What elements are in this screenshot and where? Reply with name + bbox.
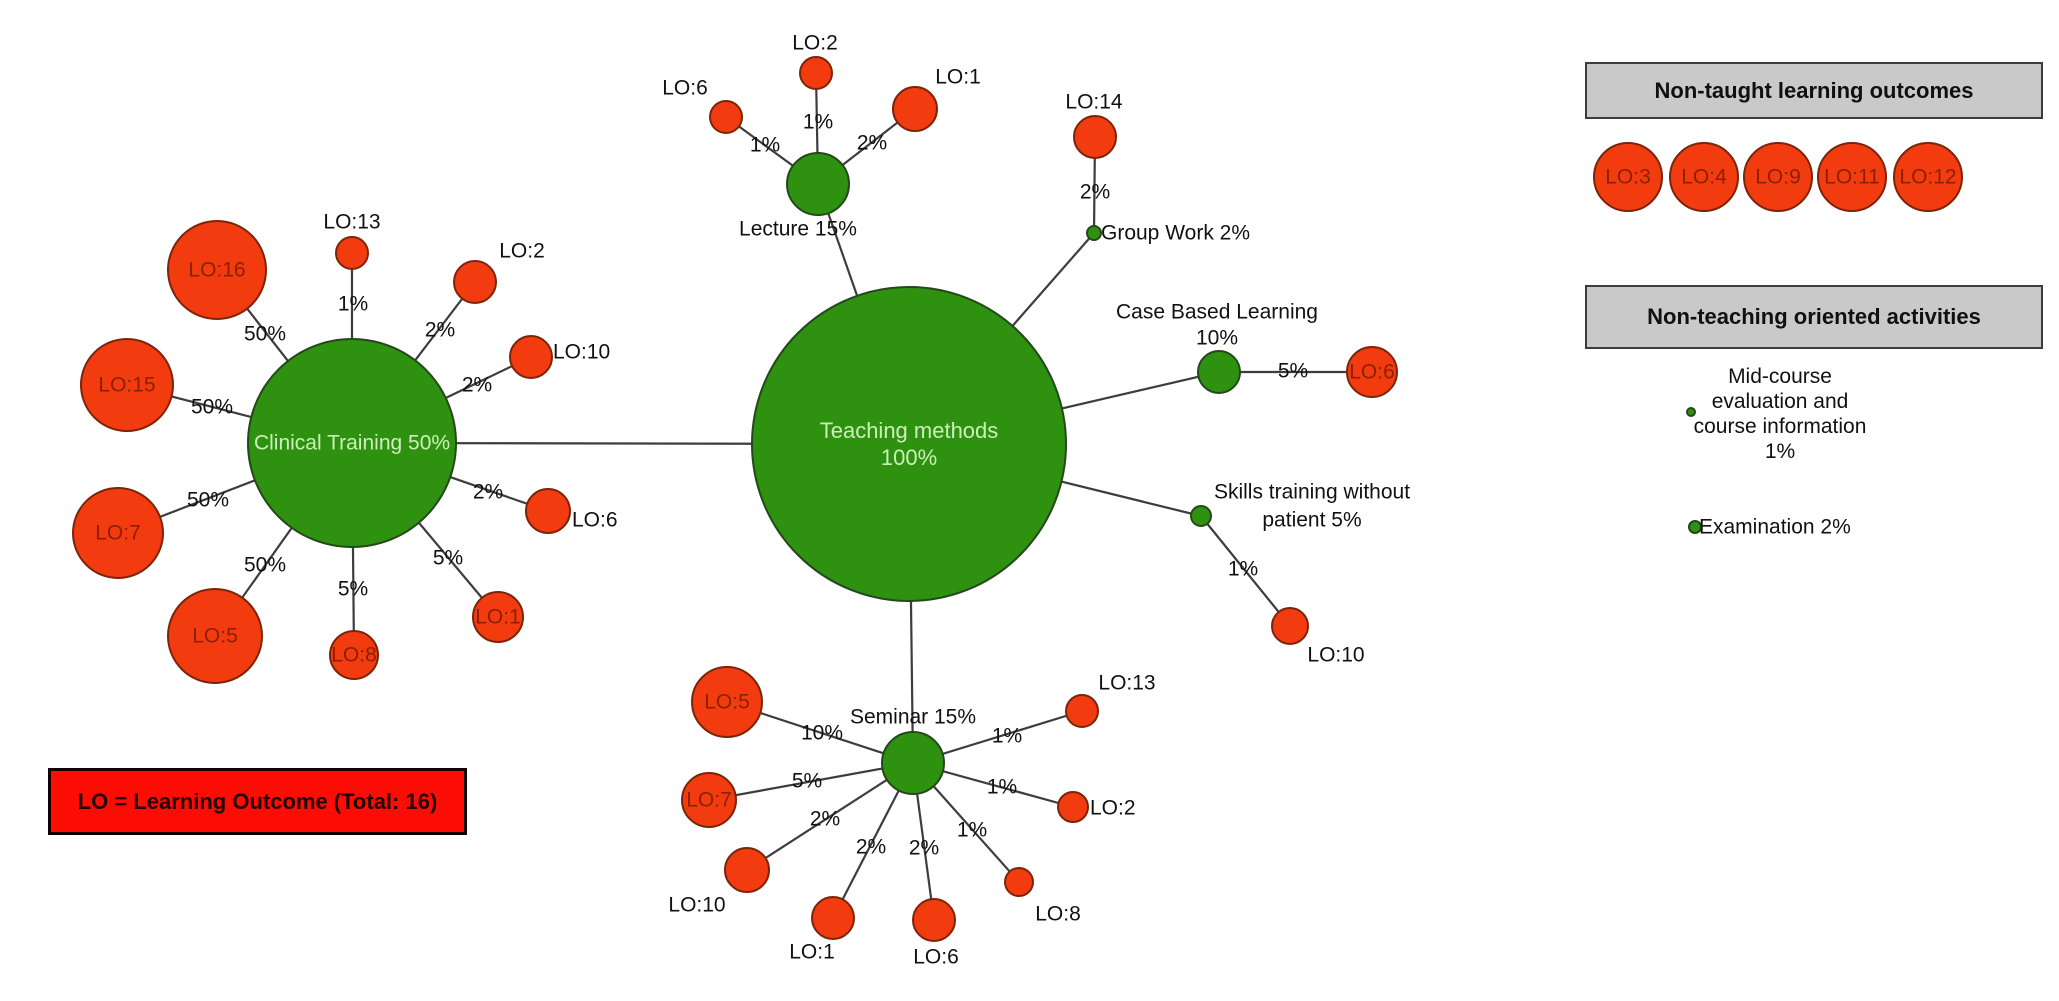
node-nontaught-lo12 xyxy=(1893,142,1963,212)
non-teaching-header: Non-teaching oriented activities xyxy=(1585,285,2043,349)
node-clinical-lo10 xyxy=(509,335,553,379)
node-seminar-lo8 xyxy=(1004,867,1034,897)
node-clinical-lo1 xyxy=(472,591,524,643)
node-seminar xyxy=(881,731,945,795)
edge xyxy=(746,762,914,871)
node-nontaught-lo9 xyxy=(1743,142,1813,212)
node-case-based-learning xyxy=(1197,350,1241,394)
node-clinical-lo6 xyxy=(525,488,571,534)
node-clinical-lo7 xyxy=(72,487,164,579)
node-clinical-lo2 xyxy=(453,260,497,304)
non-taught-header: Non-taught learning outcomes xyxy=(1585,62,2043,119)
node-skills-lo10 xyxy=(1271,607,1309,645)
node-teaching-methods xyxy=(751,286,1067,602)
legend-box: LO = Learning Outcome (Total: 16) xyxy=(48,768,467,835)
node-group-work xyxy=(1086,225,1102,241)
node-seminar-lo7 xyxy=(681,772,737,828)
node-nontaught-lo4 xyxy=(1669,142,1739,212)
node-skills-training xyxy=(1190,505,1212,527)
node-nontaught-lo3 xyxy=(1593,142,1663,212)
node-examination-dot xyxy=(1688,520,1702,534)
node-seminar-lo10 xyxy=(724,847,770,893)
node-seminar-lo2 xyxy=(1057,791,1089,823)
node-midcourse-dot xyxy=(1686,407,1696,417)
node-lecture xyxy=(786,152,850,216)
node-casebased-lo6 xyxy=(1346,346,1398,398)
node-lecture-lo1 xyxy=(892,86,938,132)
node-groupwork-lo14 xyxy=(1073,115,1117,159)
node-lecture-lo6 xyxy=(709,100,743,134)
node-clinical-lo15 xyxy=(80,338,174,432)
edge xyxy=(1200,515,1291,627)
node-clinical-lo16 xyxy=(167,220,267,320)
node-seminar-lo1 xyxy=(811,896,855,940)
node-seminar-lo6 xyxy=(912,898,956,942)
node-seminar-lo13 xyxy=(1065,694,1099,728)
node-seminar-lo5 xyxy=(691,666,763,738)
node-clinical-lo13 xyxy=(335,236,369,270)
node-clinical-lo8 xyxy=(329,630,379,680)
node-clinical-lo5 xyxy=(167,588,263,684)
edge xyxy=(708,761,914,802)
node-nontaught-lo11 xyxy=(1817,142,1887,212)
node-lecture-lo2 xyxy=(799,56,833,90)
node-clinical-training xyxy=(247,338,457,548)
